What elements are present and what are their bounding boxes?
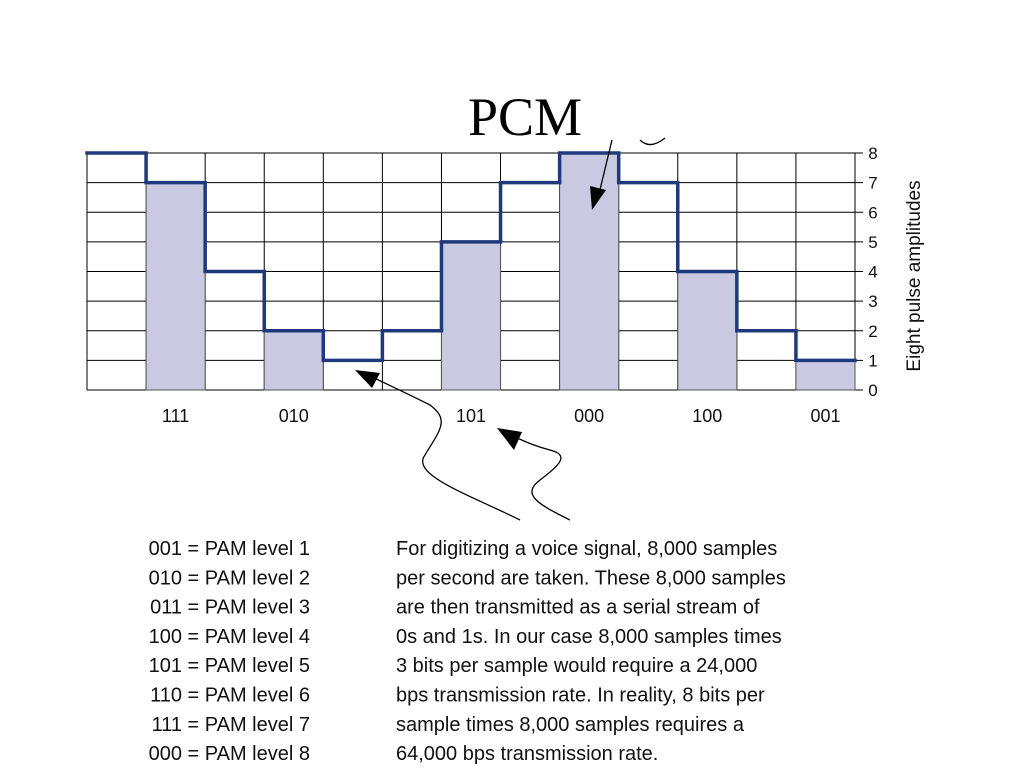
legend-line: 111 = PAM level 7 (152, 714, 310, 736)
description-line: are then transmitted as a serial stream … (396, 597, 760, 619)
sample-bar (263, 330, 324, 391)
arrow-curl (639, 137, 666, 146)
labels: 0 1 2 3 4 5 6 7 8 111 010 101 000 100 001 (162, 144, 878, 426)
y-tick-label: 6 (868, 203, 877, 222)
description-line: 64,000 bps transmission rate. (396, 743, 658, 765)
sample-bar (677, 271, 738, 391)
legend-line: 010 = PAM level 2 (149, 567, 310, 589)
sample-bar (440, 241, 502, 391)
description-line: 3 bits per sample would require a 24,000 (396, 655, 757, 677)
code-label: 010 (279, 406, 309, 426)
code-label: 101 (456, 406, 486, 426)
code-label: 001 (810, 406, 840, 426)
description-line: For digitizing a voice signal, 8,000 sam… (396, 538, 777, 560)
legend-line: 011 = PAM level 3 (150, 597, 310, 619)
y-tick-label: 2 (868, 322, 877, 341)
y-tick-label: 4 (868, 263, 877, 282)
y-tick-label: 3 (868, 292, 877, 311)
code-label: 000 (574, 406, 604, 426)
arrow-curve (504, 431, 571, 521)
legend-line: 110 = PAM level 6 (150, 685, 310, 707)
arrows (369, 137, 666, 521)
code-label: 111 (162, 406, 189, 426)
arrow-head (590, 186, 606, 210)
legend-line: 101 = PAM level 5 (149, 655, 310, 677)
y-axis-label: Eight pulse amplitudes (904, 180, 925, 371)
sample-bar (145, 182, 206, 391)
description-line: bps transmission rate. In reality, 8 bit… (396, 685, 765, 707)
legend-line: 000 = PAM level 8 (149, 743, 310, 765)
legend-line: 100 = PAM level 4 (149, 626, 310, 648)
arrow-heads (355, 186, 606, 450)
arrow-head (355, 370, 380, 388)
y-tick-label: 5 (868, 233, 877, 252)
arrow-head (497, 428, 522, 450)
code-label: 100 (692, 406, 722, 426)
arrow-curve (369, 375, 521, 521)
description-line: sample times 8,000 samples requires a (396, 714, 745, 736)
y-tick-label: 7 (868, 174, 877, 193)
sample-bar (795, 359, 856, 391)
signal-line (85, 151, 857, 363)
y-tick-label: 1 (868, 351, 877, 370)
description: For digitizing a voice signal, 8,000 sam… (396, 538, 786, 765)
description-line: per second are taken. These 8,000 sample… (396, 567, 786, 589)
arrow-line (597, 139, 613, 199)
description-line: 0s and 1s. In our case 8,000 samples tim… (396, 626, 782, 648)
y-tick-label: 0 (868, 381, 877, 400)
sample-bar (559, 152, 620, 391)
y-tick-label: 8 (868, 144, 877, 163)
legend-line: 001 = PAM level 1 (149, 538, 310, 560)
sample-bars (145, 152, 856, 391)
legend: 001 = PAM level 1 010 = PAM level 2 011 = … (149, 538, 310, 765)
title: PCM (468, 87, 582, 147)
